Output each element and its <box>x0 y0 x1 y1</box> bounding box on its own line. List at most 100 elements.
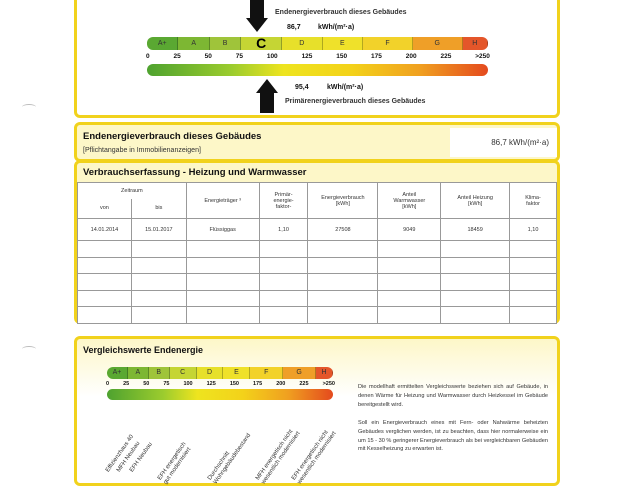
table-cell <box>377 273 442 291</box>
scale-tick: 125 <box>206 381 216 387</box>
table-cell <box>130 306 187 324</box>
table-cell <box>185 256 260 274</box>
scale-tick: 25 <box>173 53 181 60</box>
table-cell <box>440 273 511 291</box>
table-cell: Flüssiggas <box>185 218 260 241</box>
comparison-text-2: Soll ein Energieverbrauch eines mit Fern… <box>358 420 548 453</box>
table-cell <box>307 240 379 258</box>
table-cell <box>77 256 132 274</box>
table-cell <box>258 273 309 291</box>
energy-class-f: F <box>250 367 284 379</box>
table-row: 14.01.2014 15.01.2017 Flüssiggas 1,10 27508 9… <box>77 218 557 241</box>
energy-gradient-bar <box>147 64 488 76</box>
comparison-scale-ticks: 0 25 50 75 100 125 150 175 200 225 >250 <box>106 381 335 387</box>
scale-tick: 150 <box>336 53 348 60</box>
energy-class-a-plus: A+ <box>147 37 179 50</box>
table-cell <box>377 240 442 258</box>
table-cell: 9049 <box>377 218 442 241</box>
end-energy-box-value: 86,7 kWh/(m²·a) <box>491 138 549 147</box>
comparison-title: Vergleichswerte Endenergie <box>83 345 204 355</box>
consumption-title: Verbrauchserfassung - Heizung und Warmwa… <box>83 167 307 178</box>
primary-energy-label: Primärenergieverbrauch dieses Gebäudes <box>285 98 426 105</box>
table-row <box>77 240 557 258</box>
end-energy-value: 86,7 <box>287 24 301 31</box>
end-energy-label: Endenergieverbrauch dieses Gebäudes <box>275 9 407 16</box>
scale-tick: >250 <box>475 53 490 60</box>
energy-class-c: C <box>169 367 197 379</box>
table-row <box>77 273 557 291</box>
scale-tick: 0 <box>106 381 110 387</box>
energy-class-f: F <box>363 37 413 50</box>
energy-class-g: G <box>412 37 463 50</box>
table-cell <box>307 289 379 307</box>
table-cell <box>509 240 557 258</box>
table-cell <box>185 289 260 307</box>
table-cell <box>440 306 511 324</box>
table-cell <box>440 289 511 307</box>
scale-ticks: 0 25 50 75 100 125 150 175 200 225 >250 <box>146 53 490 60</box>
energy-class-a: A <box>127 367 149 379</box>
table-cell: 1,10 <box>258 218 309 241</box>
table-cell <box>258 240 309 258</box>
table-cell <box>185 240 260 258</box>
table-cell <box>440 240 511 258</box>
scale-tick: 100 <box>266 53 278 60</box>
table-cell <box>185 306 260 324</box>
header-heizung: Anteil Heizung [kWh] <box>440 182 511 219</box>
table-cell <box>77 273 132 291</box>
comparison-text-1: Die modellhaft ermittelten Vergleichswer… <box>358 384 548 408</box>
energy-class-h: H <box>316 367 333 379</box>
table-cell <box>509 273 557 291</box>
header-primaerfaktor: Primär- energie- faktor- <box>258 182 309 219</box>
table-row <box>77 256 557 274</box>
table-cell <box>307 273 379 291</box>
energy-class-b: B <box>209 37 242 50</box>
table-cell: 14.01.2014 <box>77 218 132 241</box>
energy-class-h: H <box>462 37 488 50</box>
energy-class-a: A <box>178 37 210 50</box>
end-energy-unit: kWh/(m²·a) <box>318 24 355 31</box>
consumption-table: Zeitraum Energieträger ³ Primär- energie… <box>77 182 557 324</box>
energy-class-d: D <box>281 37 323 50</box>
primary-energy-value: 95,4 <box>295 84 309 91</box>
end-energy-title: Endenergieverbrauch dieses Gebäudes <box>83 131 262 142</box>
table-cell: 15.01.2017 <box>130 218 187 241</box>
value-field <box>450 128 557 157</box>
scale-tick: >250 <box>322 381 335 387</box>
punch-mark <box>22 104 36 110</box>
table-cell <box>307 306 379 324</box>
energy-class-d: D <box>196 367 224 379</box>
header-klimafaktor: Klima- faktor <box>509 182 557 219</box>
consumption-box: Verbrauchserfassung - Heizung und Warmwa… <box>74 160 560 324</box>
scale-tick: 0 <box>146 53 150 60</box>
header-energieverbrauch: Energieverbrauch [kWh] <box>307 182 379 219</box>
energy-class-e: E <box>223 367 251 379</box>
scale-tick: 225 <box>440 53 452 60</box>
table-cell <box>77 240 132 258</box>
table-cell <box>130 289 187 307</box>
table-cell <box>258 256 309 274</box>
arrow-down-icon <box>250 0 264 18</box>
scale-tick: 225 <box>299 381 309 387</box>
scale-tick: 100 <box>183 381 193 387</box>
primary-energy-unit: kWh/(m²·a) <box>327 84 364 91</box>
energy-class-b: B <box>148 367 170 379</box>
scale-tick: 25 <box>123 381 130 387</box>
table-cell <box>130 256 187 274</box>
table-row <box>77 306 557 324</box>
header-von: von <box>77 198 132 219</box>
scale-tick: 50 <box>143 381 150 387</box>
table-cell <box>77 289 132 307</box>
header-energietraeger: Energieträger ³ <box>185 182 260 219</box>
arrow-up-icon <box>256 79 278 93</box>
table-cell <box>258 289 309 307</box>
comparison-class-band: A+ A B C D E F G H <box>107 367 333 379</box>
table-cell <box>509 306 557 324</box>
comparison-gradient-bar <box>107 389 333 400</box>
end-energy-box: Endenergieverbrauch dieses Gebäudes [Pfl… <box>74 122 560 162</box>
table-cell <box>377 289 442 307</box>
comparison-box: Vergleichswerte Endenergie Die modellhaf… <box>74 336 560 486</box>
scale-tick: 175 <box>371 53 382 60</box>
energy-class-e: E <box>322 37 364 50</box>
arrow-up-icon <box>260 93 274 113</box>
